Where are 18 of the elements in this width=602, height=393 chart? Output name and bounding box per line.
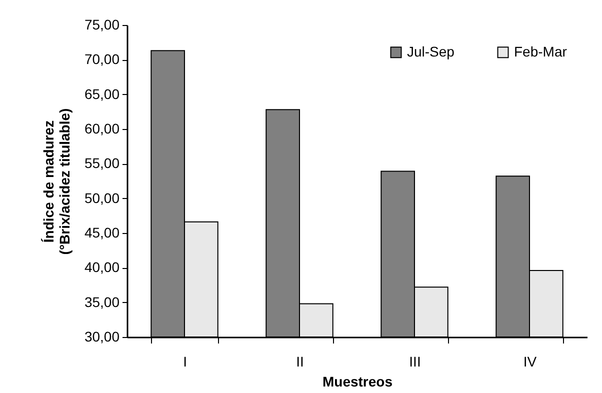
y-tick-label: 60,00 — [84, 120, 120, 136]
y-tick-label: 75,00 — [84, 16, 120, 32]
x-tick-label: I — [183, 354, 187, 370]
y-tick-label: 50,00 — [84, 190, 120, 206]
y-tick-label: 55,00 — [84, 155, 120, 172]
x-tick-label: IV — [523, 354, 538, 370]
x-tick-label: II — [296, 354, 304, 370]
y-tick-label: 35,00 — [84, 294, 120, 310]
y-tick-label: 65,00 — [84, 86, 120, 102]
x-tick-label: III — [409, 354, 421, 370]
legend-label: Jul-Sep — [407, 43, 455, 60]
y-tick-label: 70,00 — [84, 51, 120, 68]
y-axis-title: Índice de madurez (°Brix/acidez titulable) — [40, 108, 72, 255]
legend-label: Feb-Mar — [514, 43, 568, 60]
x-axis-title: Muestreos — [322, 374, 393, 390]
y-tick-label: 30,00 — [84, 328, 120, 344]
y-tick-label: 45,00 — [84, 224, 120, 240]
y-tick-label: 40,00 — [84, 259, 120, 276]
